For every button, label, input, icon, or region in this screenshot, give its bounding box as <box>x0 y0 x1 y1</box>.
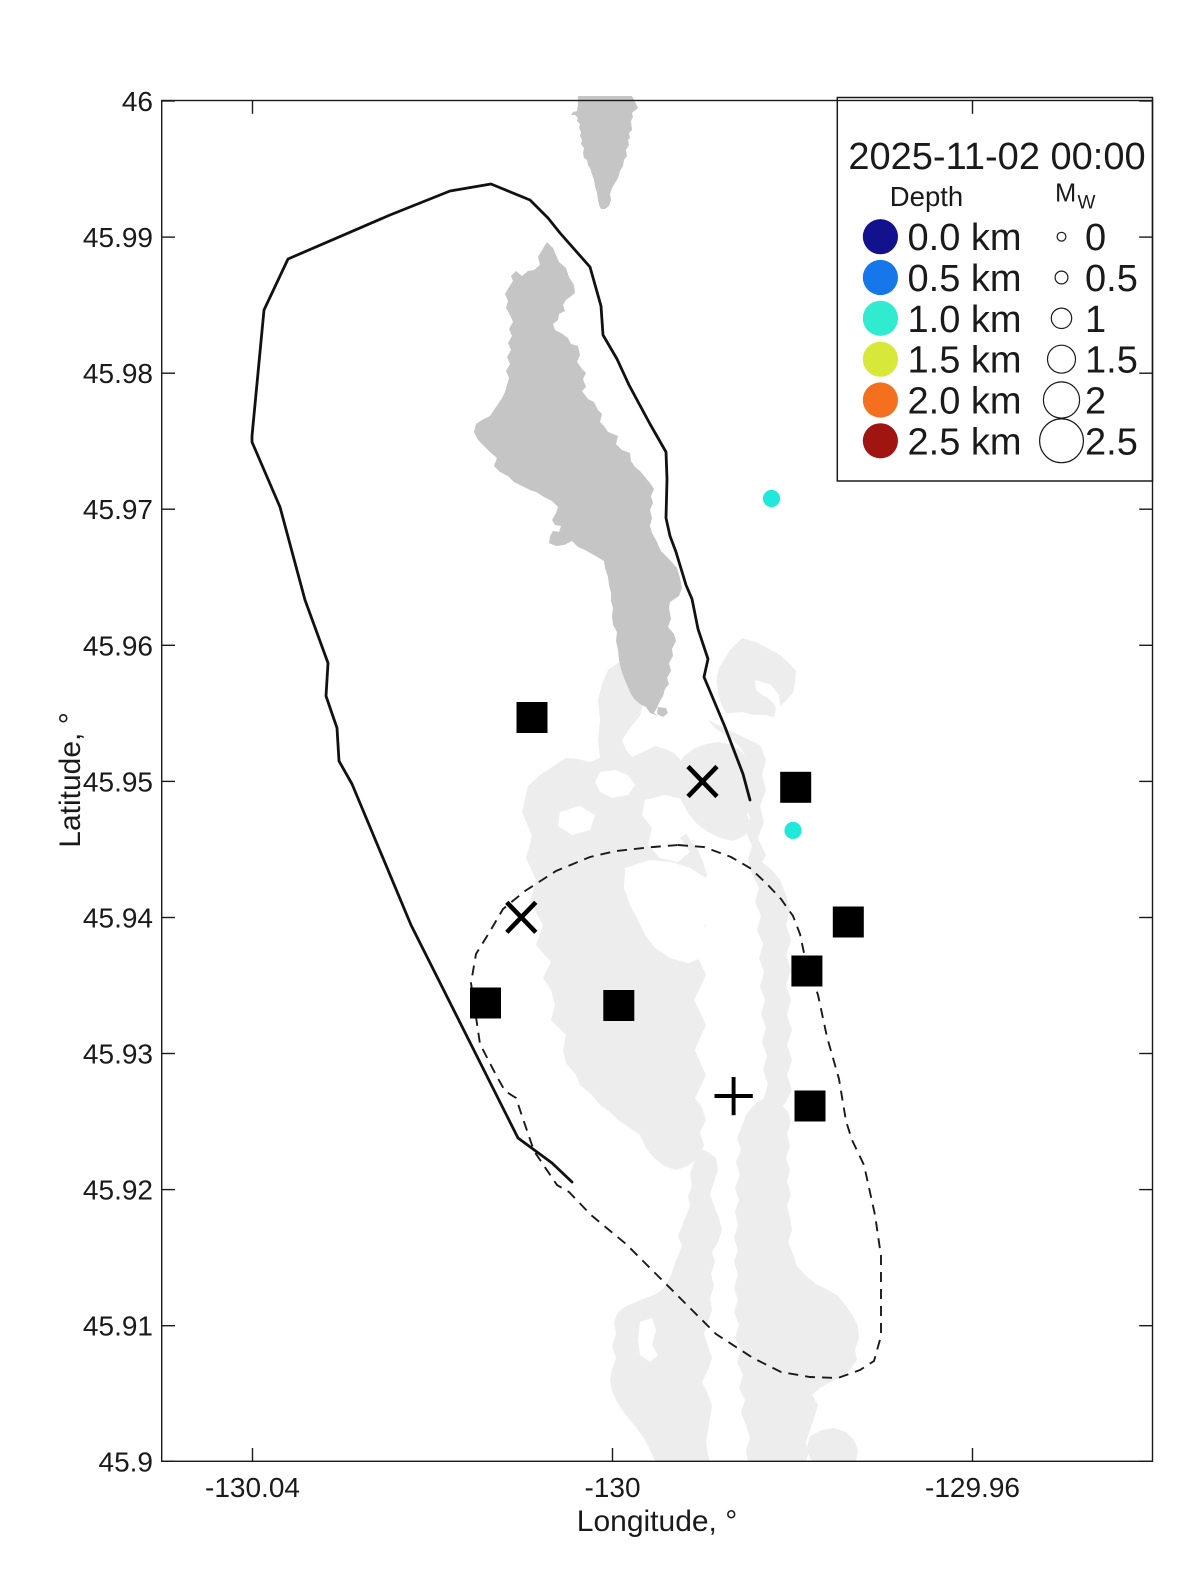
svg-text:45.91: 45.91 <box>83 1311 153 1342</box>
svg-text:Depth: Depth <box>890 181 963 212</box>
svg-text:1.0 km: 1.0 km <box>908 299 1022 341</box>
svg-text:-130: -130 <box>584 1472 640 1503</box>
svg-text:46: 46 <box>122 86 153 117</box>
svg-text:2.0 km: 2.0 km <box>908 381 1022 423</box>
svg-text:0: 0 <box>1085 217 1106 259</box>
svg-text:2: 2 <box>1085 381 1106 423</box>
svg-text:Longitude, °: Longitude, ° <box>577 1505 737 1538</box>
svg-text:45.96: 45.96 <box>83 630 153 661</box>
svg-text:0.0 km: 0.0 km <box>908 217 1022 259</box>
svg-text:45.99: 45.99 <box>83 222 153 253</box>
svg-text:1.5: 1.5 <box>1085 340 1138 382</box>
svg-text:Latitude, °: Latitude, ° <box>54 712 87 847</box>
svg-text:2.5: 2.5 <box>1085 421 1138 463</box>
svg-text:0.5: 0.5 <box>1085 258 1138 300</box>
svg-text:45.94: 45.94 <box>83 903 153 934</box>
svg-text:W: W <box>1078 193 1096 214</box>
svg-text:45.93: 45.93 <box>83 1039 153 1070</box>
svg-text:45.92: 45.92 <box>83 1175 153 1206</box>
svg-text:2025-11-02 00:00: 2025-11-02 00:00 <box>848 136 1145 178</box>
svg-text:-130.04: -130.04 <box>205 1472 300 1503</box>
svg-text:M: M <box>1055 180 1076 208</box>
svg-text:2.5 km: 2.5 km <box>908 421 1022 463</box>
svg-text:45.97: 45.97 <box>83 494 153 525</box>
svg-text:45.98: 45.98 <box>83 358 153 389</box>
svg-text:1: 1 <box>1085 299 1106 341</box>
svg-text:-129.96: -129.96 <box>925 1472 1020 1503</box>
svg-text:1.5 km: 1.5 km <box>908 340 1022 382</box>
svg-text:45.9: 45.9 <box>99 1446 154 1477</box>
svg-text:0.5 km: 0.5 km <box>908 258 1022 300</box>
svg-text:45.95: 45.95 <box>83 766 153 797</box>
